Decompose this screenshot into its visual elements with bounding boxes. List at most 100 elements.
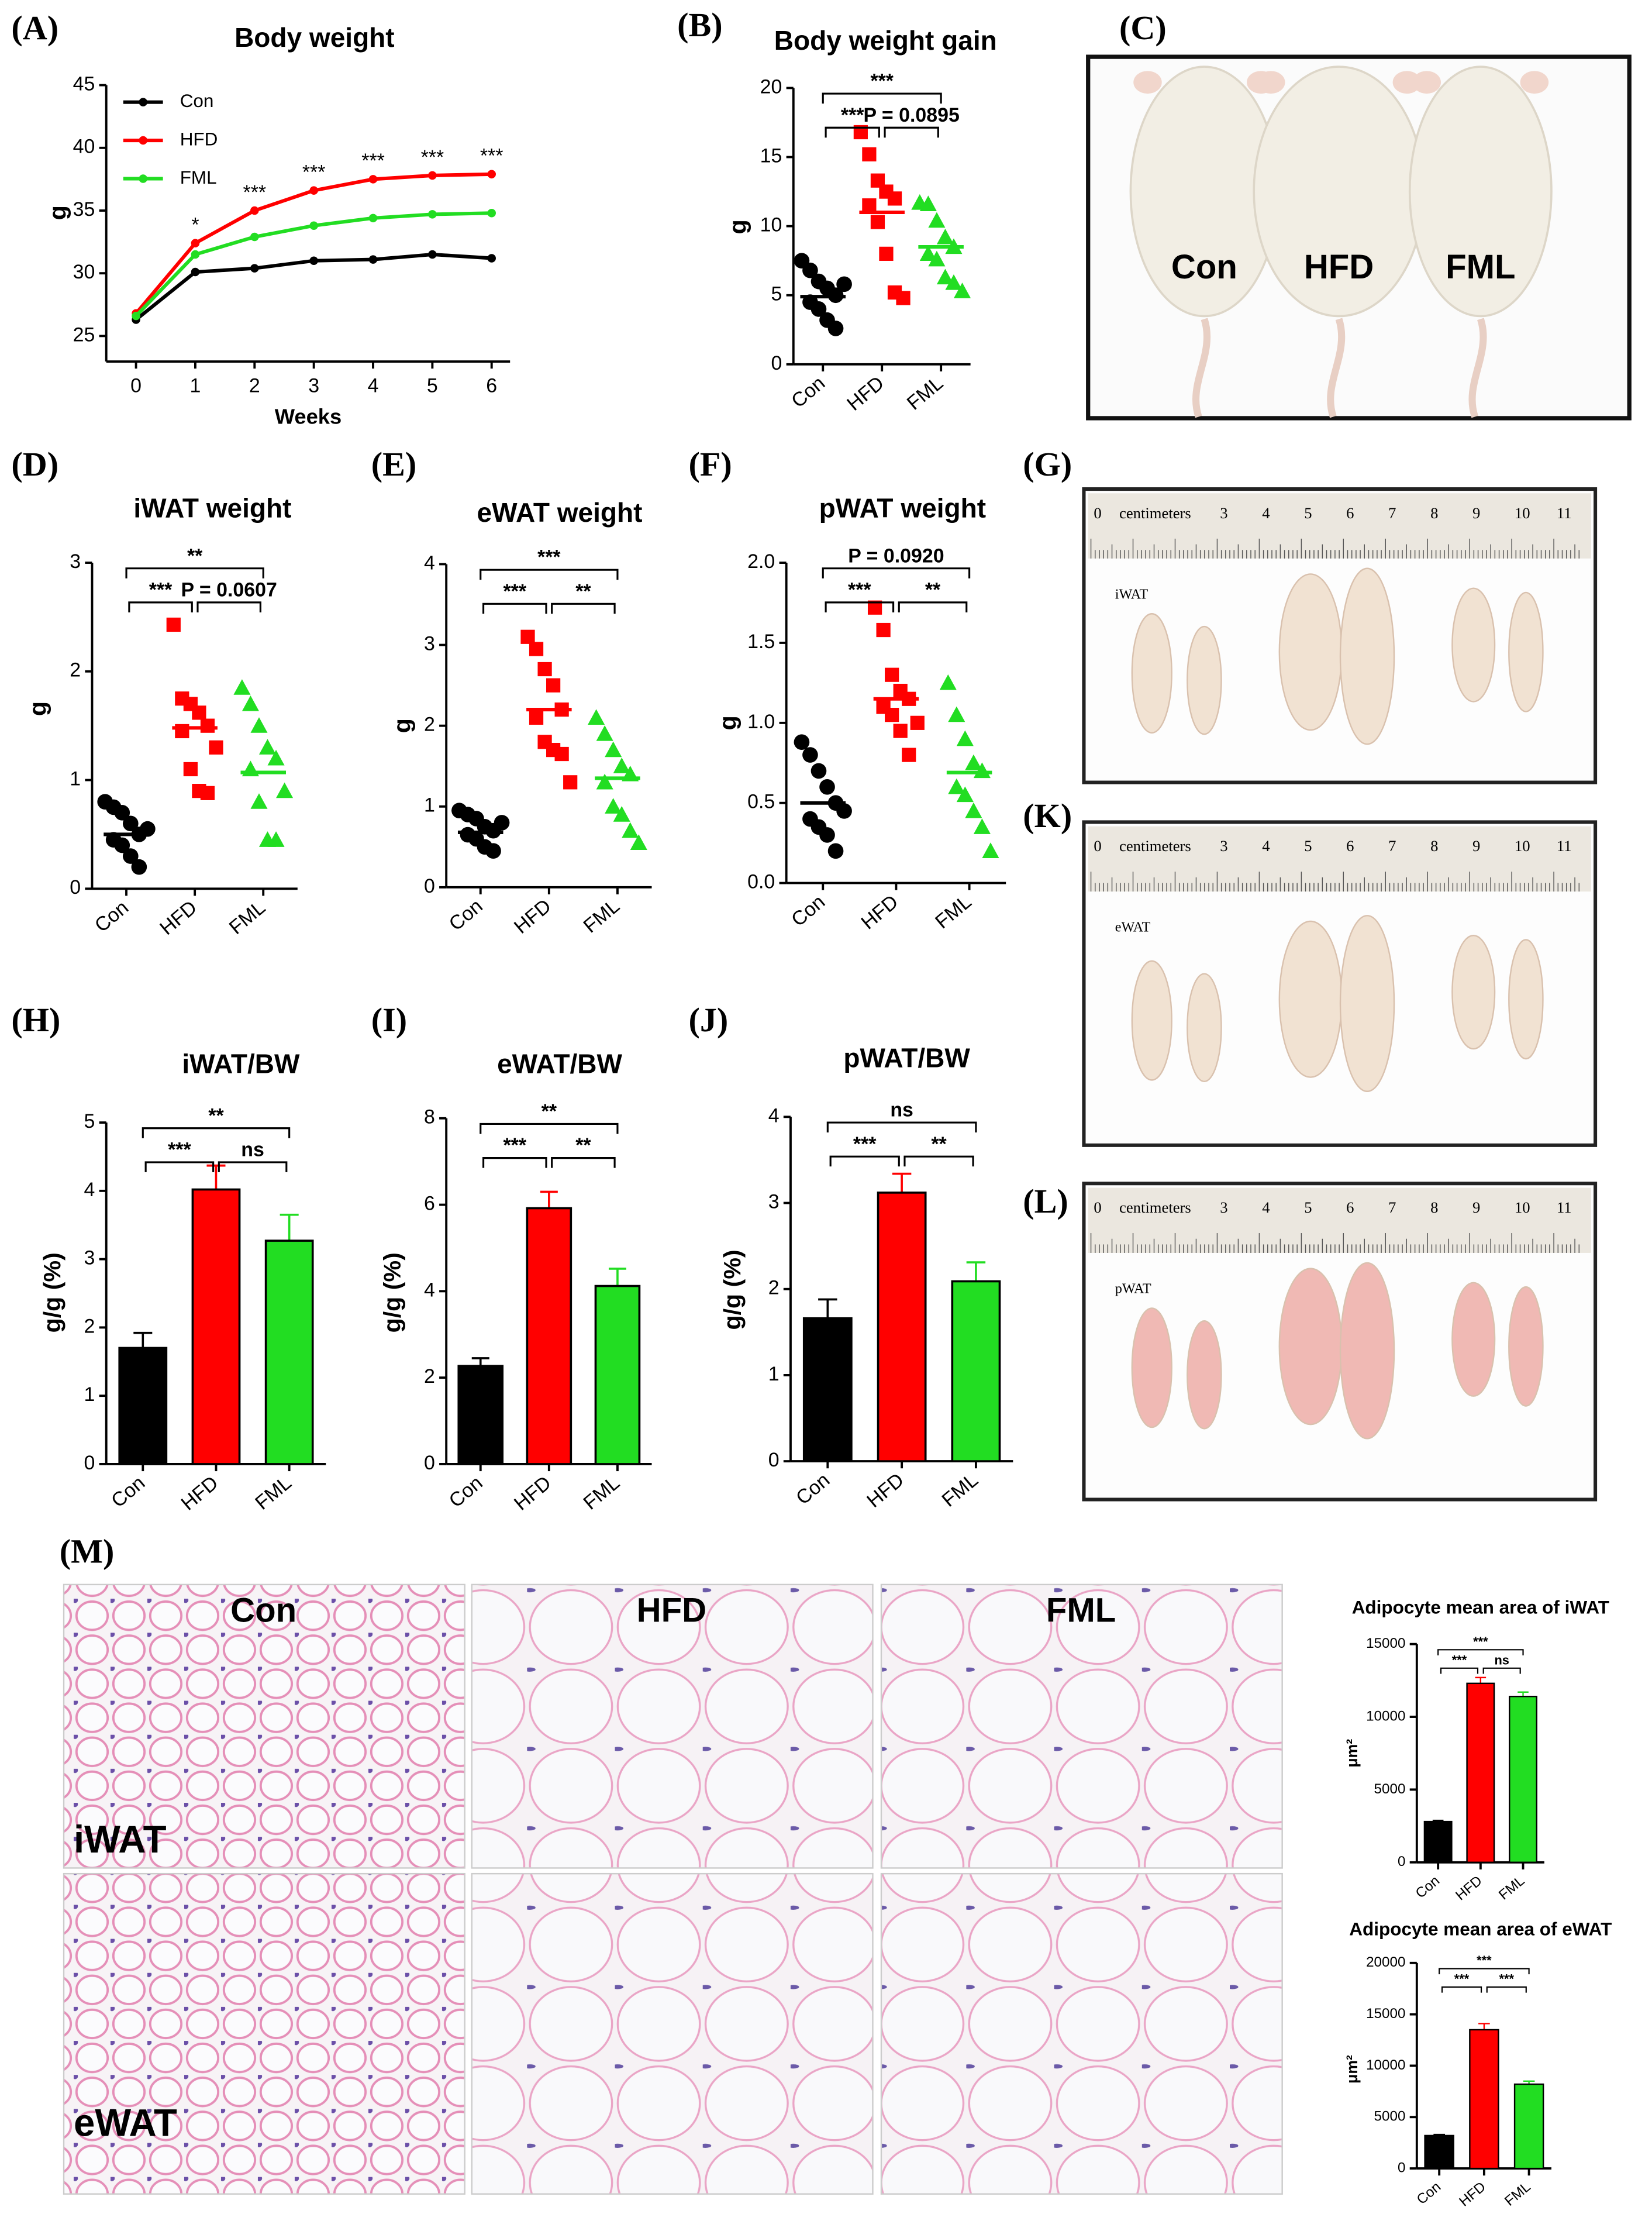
panel-label: (E) bbox=[371, 445, 416, 483]
dot bbox=[605, 741, 622, 758]
dot bbox=[910, 715, 925, 730]
dot bbox=[122, 815, 139, 832]
dot bbox=[114, 804, 130, 821]
y-tick-label: 6 bbox=[424, 1193, 435, 1215]
panel-label: (F) bbox=[688, 445, 732, 483]
y-tick-label: 8 bbox=[424, 1106, 435, 1128]
x-tick-label: 0 bbox=[130, 375, 142, 397]
annotation: *** bbox=[361, 150, 385, 172]
dot bbox=[862, 198, 877, 213]
dot bbox=[520, 629, 535, 644]
x-tick-label: 3 bbox=[308, 375, 319, 397]
x-tick-label: HFD bbox=[1453, 1873, 1485, 1904]
mouse-ear bbox=[1520, 71, 1549, 94]
bar bbox=[1423, 1820, 1453, 1863]
dot bbox=[546, 678, 561, 693]
y-axis-label: g bbox=[715, 715, 741, 730]
significance-label: ** bbox=[575, 580, 591, 602]
significance-bracket bbox=[128, 601, 193, 612]
mouse-tail bbox=[1468, 318, 1487, 418]
tissue-sample bbox=[1131, 960, 1172, 1081]
bar bbox=[1424, 2134, 1454, 2170]
dot bbox=[276, 782, 294, 798]
significance-bracket bbox=[480, 1123, 619, 1134]
bar bbox=[118, 1347, 168, 1465]
bar bbox=[1509, 1695, 1537, 1863]
y-tick-label: 15000 bbox=[1366, 1636, 1405, 1651]
micrograph bbox=[880, 1872, 1283, 2195]
point bbox=[487, 254, 496, 263]
dot bbox=[596, 773, 613, 790]
mouse-ear bbox=[1257, 71, 1285, 94]
bar bbox=[802, 1317, 853, 1462]
y-tick-label: 1 bbox=[768, 1363, 780, 1385]
chart-title: Body weight bbox=[234, 22, 395, 53]
significance-bracket bbox=[822, 92, 942, 104]
significance-label: ** bbox=[931, 1133, 947, 1155]
tissue-sample bbox=[1339, 1262, 1395, 1440]
y-tick-label: 5 bbox=[84, 1110, 95, 1132]
dot bbox=[267, 831, 285, 847]
legend-marker bbox=[139, 174, 147, 183]
y-tick-label: 0 bbox=[70, 876, 81, 898]
tissue-sample bbox=[1187, 1320, 1222, 1430]
x-tick-label: FML bbox=[1496, 1873, 1527, 1903]
panel-label: (A) bbox=[11, 9, 58, 47]
y-tick-label: 4 bbox=[84, 1179, 95, 1201]
dot bbox=[956, 730, 974, 746]
dot bbox=[613, 758, 630, 773]
ruler-number: 5 bbox=[1304, 504, 1312, 522]
mouse-body bbox=[1408, 66, 1553, 318]
point bbox=[368, 214, 378, 223]
significance-label: *** bbox=[1477, 1953, 1492, 1968]
tissue-sample bbox=[1187, 625, 1222, 735]
ruler-unit: centimeters bbox=[1119, 504, 1191, 522]
point bbox=[368, 255, 378, 264]
point bbox=[428, 171, 437, 180]
panel-label: (C) bbox=[1119, 9, 1167, 47]
significance-label: ** bbox=[187, 545, 203, 567]
dot bbox=[885, 667, 899, 682]
dot bbox=[605, 798, 622, 814]
x-tick-label: 4 bbox=[368, 375, 379, 397]
dot bbox=[114, 837, 130, 853]
ruler-number: 9 bbox=[1472, 837, 1480, 855]
significance-label: *** bbox=[503, 1134, 526, 1156]
bar bbox=[191, 1188, 241, 1465]
error-bar bbox=[206, 1164, 226, 1190]
legend-label: HFD bbox=[180, 128, 218, 149]
chart-title: pWAT/BW bbox=[843, 1043, 970, 1073]
ruler-number: 11 bbox=[1557, 1199, 1572, 1216]
dot bbox=[209, 740, 223, 755]
error-bar bbox=[966, 1261, 986, 1282]
y-tick-label: 0 bbox=[1398, 1854, 1405, 1869]
significance-label: *** bbox=[149, 579, 173, 601]
significance-bracket bbox=[898, 601, 968, 612]
x-tick-label: Con bbox=[787, 891, 829, 931]
dot bbox=[802, 747, 818, 763]
point bbox=[191, 250, 200, 259]
tissue-sample bbox=[1131, 1307, 1172, 1428]
significance-label: *** bbox=[537, 546, 561, 569]
significance-bracket bbox=[551, 602, 616, 614]
tissue-sample bbox=[1508, 1286, 1544, 1407]
ruler-number: 6 bbox=[1346, 504, 1354, 522]
x-tick-label: Con bbox=[1414, 2179, 1444, 2208]
y-axis-label: μm² bbox=[1343, 2055, 1361, 2084]
y-tick-label: 10000 bbox=[1366, 1708, 1405, 1724]
y-axis-label: g bbox=[44, 205, 71, 220]
y-tick-label: 0 bbox=[424, 1452, 435, 1474]
panel-label: (G) bbox=[1023, 445, 1072, 483]
dot bbox=[928, 250, 946, 267]
legend-marker bbox=[139, 98, 147, 106]
dot bbox=[596, 725, 613, 741]
significance-bracket bbox=[480, 569, 619, 580]
dot bbox=[953, 283, 971, 298]
tissue-sample bbox=[1278, 920, 1343, 1078]
legend-label: Con bbox=[180, 90, 214, 111]
dot bbox=[870, 215, 885, 229]
dot bbox=[529, 642, 544, 656]
ruler-number: 4 bbox=[1262, 1199, 1270, 1216]
dot bbox=[192, 705, 206, 720]
chart-title: Adipocyte mean area of iWAT bbox=[1352, 1596, 1609, 1617]
